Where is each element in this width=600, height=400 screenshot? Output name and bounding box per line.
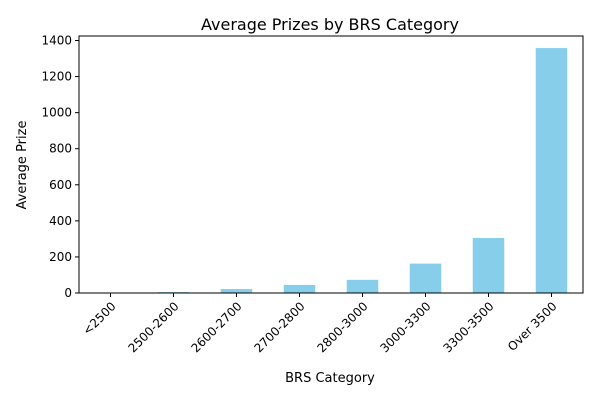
y-tick-label: 400 (49, 214, 72, 228)
y-tick-label: 0 (64, 286, 72, 300)
x-tick-label: 2800-3000 (314, 299, 370, 355)
y-tick-label: 600 (49, 178, 72, 192)
y-tick-label: 1200 (41, 70, 72, 84)
axes-frame (78, 35, 584, 294)
chart-title: Average Prizes by BRS Category (201, 15, 459, 34)
y-axis-ticks: 0 200 400 600 800 1000 1200 1400 (41, 34, 79, 300)
x-axis-ticks: <2500 2500-2600 2600-2700 2700-2800 2800-300… (80, 293, 560, 355)
x-axis-label: BRS Category (285, 371, 375, 386)
x-tick-label: 2500-2600 (125, 299, 181, 355)
y-tick-label: 1000 (41, 106, 72, 120)
bar (472, 237, 505, 293)
bar (283, 284, 316, 293)
x-tick-label: 3300-3500 (440, 299, 496, 355)
bar (346, 279, 379, 293)
bar (535, 48, 568, 293)
bars-group (94, 48, 568, 293)
x-tick-label: 2700-2800 (251, 299, 307, 355)
x-tick-label: 3000-3300 (377, 299, 433, 355)
x-tick-label: Over 3500 (505, 299, 560, 354)
bar (220, 289, 253, 293)
bar (409, 263, 442, 293)
y-tick-label: 800 (49, 142, 72, 156)
y-axis-label: Average Prize (15, 121, 30, 210)
y-tick-label: 200 (49, 250, 72, 264)
y-tick-label: 1400 (41, 34, 72, 48)
x-tick-label: <2500 (80, 299, 119, 338)
x-tick-label: 2600-2700 (188, 299, 244, 355)
